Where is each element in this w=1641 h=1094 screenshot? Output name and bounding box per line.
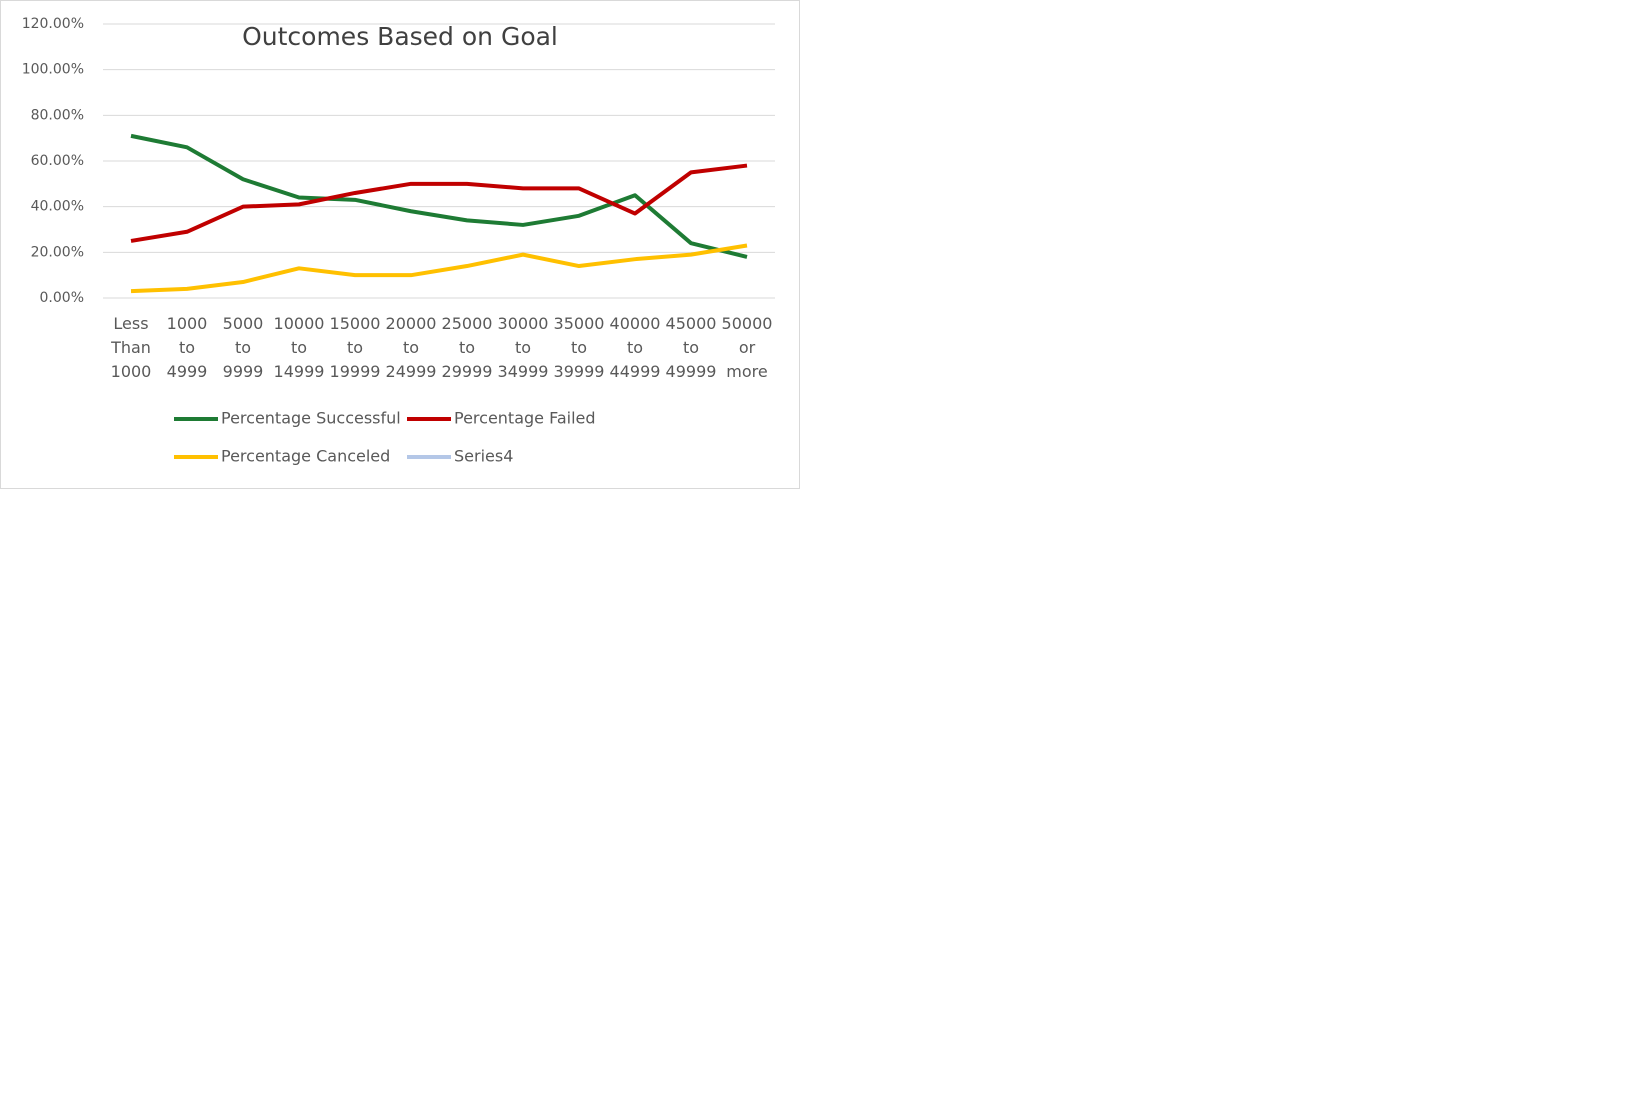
series-line	[130, 133, 748, 259]
x-tick-label: 50000 or more	[721, 314, 773, 381]
y-tick-label: 120.00%	[22, 16, 84, 32]
x-tick-label: 25000 to 29999	[441, 314, 493, 381]
y-tick-label: 100.00%	[22, 62, 84, 78]
x-tick-label: 45000 to 49999	[665, 314, 717, 381]
legend-label: Percentage Failed	[454, 409, 596, 428]
x-tick-label: 20000 to 24999	[385, 314, 437, 381]
y-tick-label: 0.00%	[40, 290, 84, 306]
series-line	[130, 163, 748, 243]
x-tick-label: 15000 to 19999	[329, 314, 381, 381]
chart-title: Outcomes Based on Goal	[242, 22, 558, 51]
legend-label: Percentage Canceled	[221, 447, 390, 466]
y-tick-label: 20.00%	[31, 244, 84, 260]
y-tick-label: 40.00%	[31, 199, 84, 215]
y-tick-label: 80.00%	[31, 107, 84, 123]
x-tick-label: Less Than 1000	[110, 314, 152, 381]
chart-border	[0, 0, 800, 489]
x-tick-label: 5000 to 9999	[222, 314, 264, 381]
legend-label: Percentage Successful	[221, 409, 401, 428]
series-line	[130, 243, 748, 294]
legend-label: Series4	[454, 447, 513, 466]
x-tick-label: 1000 to 4999	[166, 314, 208, 381]
y-tick-label: 60.00%	[31, 153, 84, 169]
x-tick-label: 10000 to 14999	[273, 314, 325, 381]
x-tick-label: 40000 to 44999	[609, 314, 661, 381]
x-tick-label: 35000 to 39999	[553, 314, 605, 381]
x-tick-label: 30000 to 34999	[497, 314, 549, 381]
